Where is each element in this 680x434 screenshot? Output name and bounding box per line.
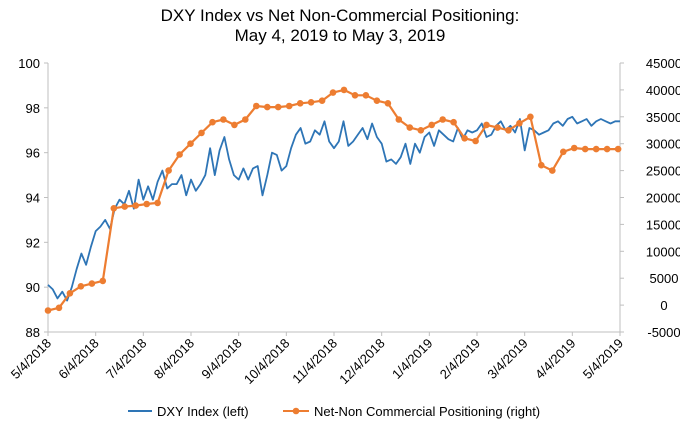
y-right-tick-label: 10000 (646, 244, 680, 259)
positioning-marker (165, 167, 172, 174)
chart-subtitle: May 4, 2019 to May 3, 2019 (234, 26, 446, 45)
positioning-marker (143, 200, 150, 208)
positioning-marker (88, 280, 96, 287)
y-left-tick-label: 100 (18, 56, 40, 71)
positioning-marker (560, 148, 567, 156)
positioning-marker (264, 103, 271, 111)
positioning-marker (592, 145, 600, 153)
y-right-tick-label: -5000 (647, 325, 680, 340)
x-tick-label: 12/4/2018 (336, 336, 388, 388)
positioning-marker (110, 205, 118, 212)
positioning-marker (505, 127, 512, 134)
positioning-marker (384, 100, 392, 107)
legend: DXY Index (left) Net-Non Commercial Posit… (128, 404, 540, 419)
y-right-tick-label: 40000 (646, 83, 680, 98)
positioning-marker (516, 120, 523, 127)
positioning-marker (132, 202, 139, 209)
x-tick-label: 7/4/2018 (103, 336, 149, 382)
x-tick-label: 5/4/2018 (8, 336, 54, 382)
positioning-marker (318, 97, 326, 104)
positioning-marker (307, 99, 315, 106)
positioning-marker (231, 121, 238, 129)
legend-positioning-marker (292, 407, 300, 415)
x-tick-label: 5/4/2019 (580, 336, 626, 382)
positioning-marker (77, 283, 85, 290)
positioning-marker (55, 304, 63, 312)
positioning-marker (570, 144, 578, 152)
positioning-marker (242, 116, 249, 123)
positioning-marker (527, 113, 534, 121)
y-right-tick-label: 20000 (646, 191, 680, 206)
positioning-marker (176, 151, 183, 158)
positioning-marker (439, 116, 447, 123)
y-right-tick-label: 35000 (646, 110, 680, 125)
positioning-marker (373, 97, 381, 104)
y-right-tick-label: 5000 (650, 271, 679, 286)
positioning-marker (581, 145, 589, 153)
positioning-marker (66, 290, 74, 297)
x-tick-label: 3/4/2019 (484, 336, 530, 382)
y-left-tick-label: 98 (26, 101, 40, 116)
positioning-marker (461, 135, 468, 142)
positioning-marker (494, 124, 501, 131)
positioning-marker (99, 277, 107, 285)
legend-positioning-label: Net-Non Commercial Positioning (right) (314, 404, 540, 419)
positioning-marker (220, 116, 227, 123)
x-tick-label: 4/4/2019 (532, 336, 578, 382)
positioning-marker (187, 140, 194, 147)
y-left-tick-label: 88 (26, 325, 40, 340)
positioning-marker (472, 137, 479, 145)
dxy-index-line (47, 115, 620, 302)
positioning-marker (395, 116, 403, 123)
y-right-tick-label: 45000 (646, 56, 680, 71)
x-tick-label: 9/4/2018 (198, 336, 244, 382)
x-tick-label: 6/4/2018 (55, 336, 101, 382)
legend-dxy-label: DXY Index (left) (157, 404, 249, 419)
positioning-marker (450, 118, 457, 126)
chart-title: DXY Index vs Net Non-Commercial Position… (160, 6, 520, 25)
positioning-marker (538, 161, 545, 169)
axes: 88 90 92 94 96 98 100 -5000 0 5000 10000 15000 20000… (8, 56, 680, 387)
positioning-line (47, 88, 619, 312)
positioning-marker (549, 167, 556, 174)
x-tick-label: 11/4/2018 (289, 336, 340, 387)
positioning-marker (340, 86, 348, 94)
y-right-tick-label: 25000 (646, 164, 680, 179)
positioning-marker (296, 100, 304, 107)
positioning-marker (209, 118, 216, 126)
series-layer (44, 86, 622, 314)
x-tick-label: 2/4/2019 (437, 336, 483, 382)
positioning-marker (252, 102, 260, 110)
positioning-marker (274, 103, 282, 111)
positioning-marker (406, 124, 414, 131)
x-tick-label: 10/4/2018 (241, 336, 293, 388)
positioning-marker (285, 102, 293, 110)
positioning-marker (198, 129, 205, 137)
y-left-tick-label: 94 (26, 191, 40, 206)
y-left-tick-label: 96 (26, 146, 40, 161)
positioning-marker (362, 92, 370, 99)
positioning-marker (154, 199, 161, 207)
y-right-tick-label: 15000 (646, 217, 680, 232)
positioning-marker (44, 307, 52, 314)
x-tick-label: 8/4/2018 (151, 336, 197, 382)
positioning-marker (483, 121, 490, 129)
positioning-marker (121, 203, 128, 210)
positioning-marker (614, 145, 622, 153)
positioning-marker (329, 89, 337, 96)
y-right-tick-label: 30000 (646, 137, 680, 152)
x-tick-label: 1/4/2019 (389, 336, 435, 382)
positioning-marker (351, 92, 359, 99)
positioning-marker (603, 145, 611, 153)
positioning-marker (428, 121, 436, 129)
y-right-tick-label: 0 (660, 298, 667, 313)
positioning-marker (417, 127, 425, 134)
y-left-tick-label: 90 (26, 280, 40, 295)
y-left-tick-label: 92 (26, 235, 40, 250)
